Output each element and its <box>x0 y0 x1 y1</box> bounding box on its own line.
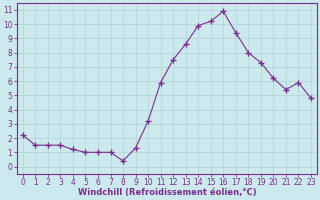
X-axis label: Windchill (Refroidissement éolien,°C): Windchill (Refroidissement éolien,°C) <box>77 188 256 197</box>
